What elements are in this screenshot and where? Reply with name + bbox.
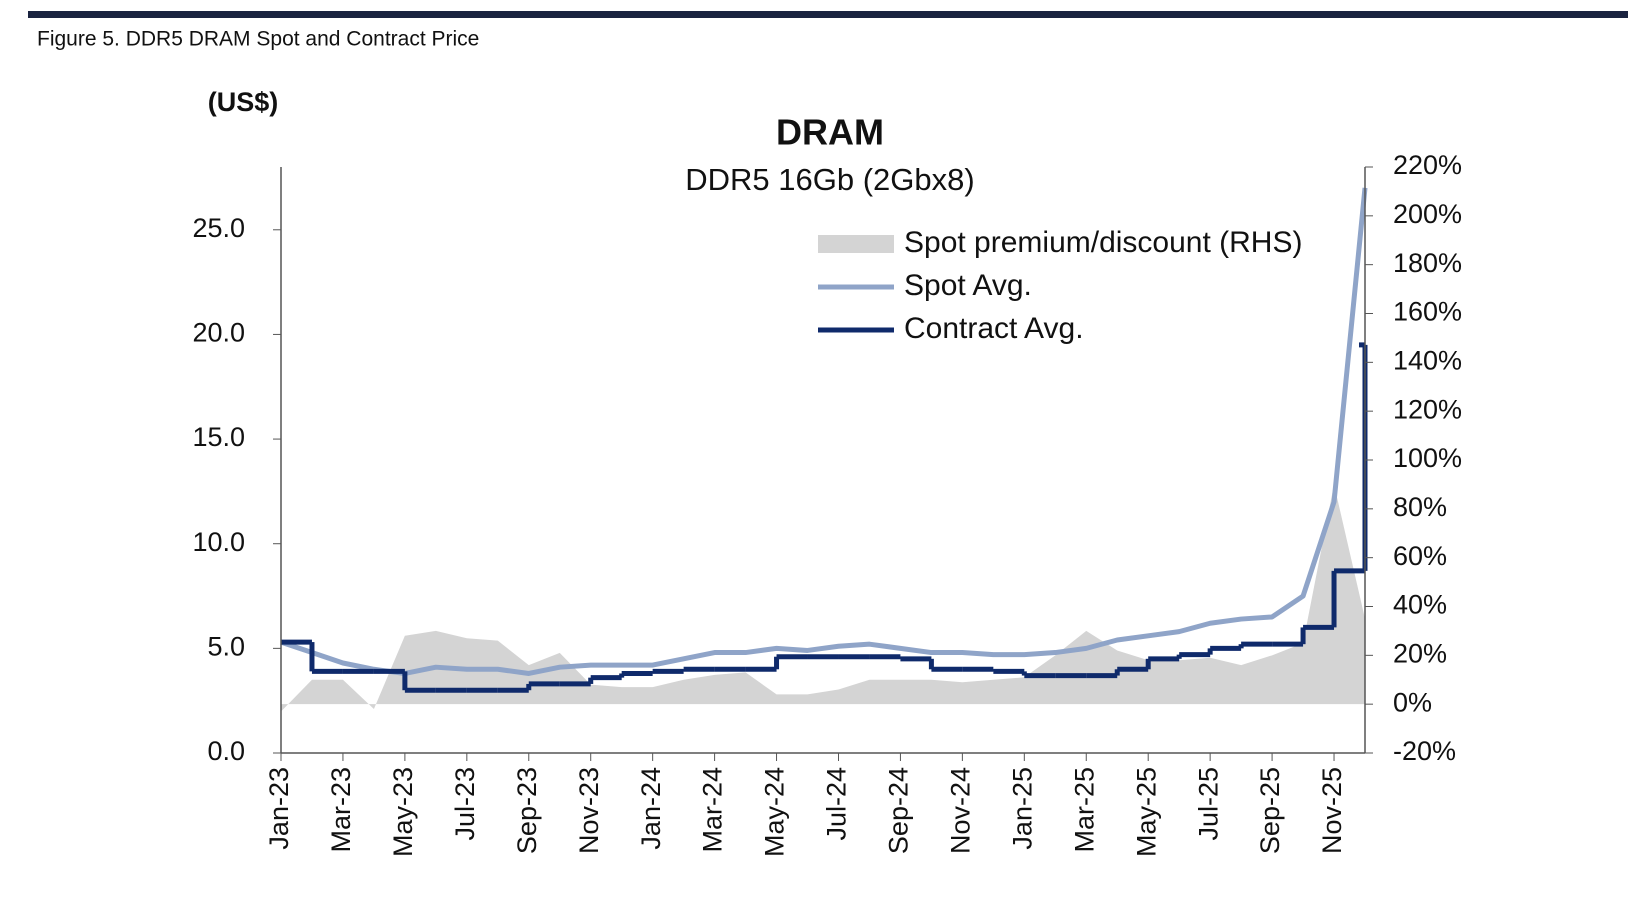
y-tick-label: 25.0	[192, 213, 245, 243]
legend-label: Contract Avg.	[904, 312, 1084, 345]
premium-area	[281, 484, 1365, 712]
y-axis-label: (US$)	[208, 87, 279, 117]
line-layer	[280, 187, 1368, 693]
figure-caption: Figure 5. DDR5 DRAM Spot and Contract Pr…	[37, 28, 479, 51]
legend-label: Spot Avg.	[904, 269, 1032, 302]
y2-tick-label: -20%	[1393, 736, 1456, 766]
y2-tick-label: 120%	[1393, 394, 1462, 424]
y2-tick-label: 0%	[1393, 687, 1432, 717]
area-layer	[281, 484, 1365, 712]
chart-subtitle: DDR5 16Gb (2Gbx8)	[685, 162, 974, 197]
legend-swatch	[818, 235, 894, 253]
y2-tick-label: 180%	[1393, 248, 1462, 278]
y-tick-label: 5.0	[207, 631, 245, 661]
x-tick-label: May-23	[388, 767, 418, 857]
y-tick-label: 20.0	[192, 318, 245, 348]
x-tick-label: Jul-24	[822, 767, 852, 841]
spot-line	[280, 187, 1368, 676]
x-tick-label: Sep-24	[884, 767, 914, 854]
x-tick-label: Sep-23	[512, 767, 542, 854]
x-tick-label: Sep-25	[1255, 767, 1285, 854]
y2-tick-label: 20%	[1393, 638, 1447, 668]
y2-tick-label: 160%	[1393, 297, 1462, 327]
y-tick-label: 0.0	[207, 736, 245, 766]
y2-tick-label: 200%	[1393, 199, 1462, 229]
x-tick-label: Jan-24	[636, 767, 666, 850]
y2-tick-label: 100%	[1393, 443, 1462, 473]
x-tick-label: Mar-24	[698, 767, 728, 853]
x-tick-label: Mar-25	[1069, 767, 1099, 853]
x-tick-label: May-24	[760, 767, 790, 857]
x-tick-label: Jul-25	[1193, 767, 1223, 841]
y2-tick-label: 60%	[1393, 541, 1447, 571]
chart-title: DRAM	[776, 112, 884, 153]
x-tick-label: Jan-25	[1007, 767, 1037, 850]
x-tick-label: Jan-23	[264, 767, 294, 850]
y-tick-label: 10.0	[192, 527, 245, 557]
y2-tick-label: 220%	[1393, 150, 1462, 180]
x-tick-label: Nov-24	[945, 767, 975, 854]
x-tick-label: Jul-23	[450, 767, 480, 841]
y2-tick-label: 140%	[1393, 345, 1462, 375]
x-tick-label: Nov-25	[1317, 767, 1347, 854]
y-tick-label: 15.0	[192, 422, 245, 452]
x-tick-label: May-25	[1131, 767, 1161, 857]
legend-label: Spot premium/discount (RHS)	[904, 226, 1302, 259]
y2-tick-label: 40%	[1393, 590, 1447, 620]
x-tick-label: Mar-23	[326, 767, 356, 853]
x-tick-label: Nov-23	[574, 767, 604, 854]
header-bar	[28, 11, 1628, 18]
y2-tick-label: 80%	[1393, 492, 1447, 522]
